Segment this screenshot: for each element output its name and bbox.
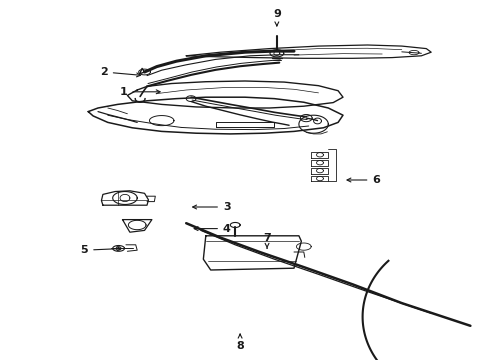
Text: 4: 4 bbox=[194, 224, 231, 234]
Text: 9: 9 bbox=[273, 9, 281, 26]
Text: 5: 5 bbox=[80, 245, 121, 255]
Text: 7: 7 bbox=[263, 233, 271, 248]
Text: 1: 1 bbox=[120, 87, 160, 97]
Text: 2: 2 bbox=[100, 67, 141, 77]
Text: 3: 3 bbox=[193, 202, 231, 212]
Text: 8: 8 bbox=[236, 334, 244, 351]
Text: 6: 6 bbox=[347, 175, 380, 185]
